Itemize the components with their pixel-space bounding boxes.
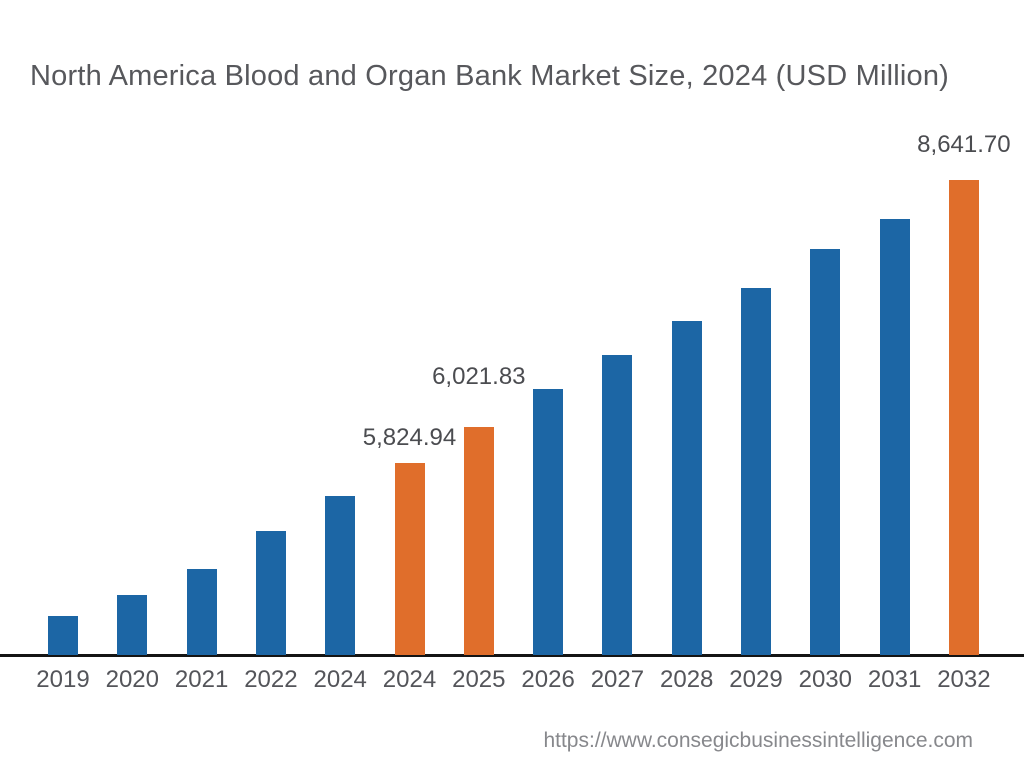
bar-2027-8 [602,355,633,655]
x-axis-label-2021-2: 2021 [174,666,229,693]
x-axis-label-2031-12: 2031 [867,666,922,693]
bar-2024-5 [394,463,425,655]
x-axis-label-2024-4: 2024 [313,666,367,693]
bar-2025-6 [463,427,494,655]
bar-2024-4 [325,496,356,655]
x-axis-label-2028-9: 2028 [659,666,714,693]
bar-2021-2 [186,569,217,655]
x-axis-label-2020-1: 2020 [105,666,159,693]
x-axis-label-2024-5: 2024 [382,666,437,693]
x-axis-label-2019-0: 2019 [36,666,90,693]
bar-2020-1 [117,595,148,655]
bar-2032-13 [948,180,979,655]
chart-title: North America Blood and Organ Bank Marke… [30,60,950,92]
x-axis-label-2025-6: 2025 [452,666,506,693]
bar-2028-9 [671,321,702,655]
x-axis-label-2029-10: 2029 [729,666,783,693]
bar-2031-12 [879,219,910,655]
bar-2026-7 [533,389,564,655]
data-label-2032: 8,641.70 [917,131,1011,158]
data-label-2024: 5,824.94 [362,424,457,451]
x-axis-label-2027-8: 2027 [590,666,645,693]
x-axis-label-2022-3: 2022 [244,666,298,693]
x-axis-line [0,654,1024,657]
bar-2029-10 [741,288,771,655]
bar-2022-3 [255,531,286,655]
x-axis-label-2030-11: 2030 [798,666,852,693]
x-axis-label-2032-13: 2032 [937,666,991,693]
x-axis-label-2026-7: 2026 [521,666,575,693]
source-url: https://www.consegicbusinessintelligence… [543,729,973,752]
bar-2030-11 [810,249,841,655]
data-label-2025: 6,021.83 [432,363,526,390]
bar-2019-0 [48,616,78,655]
